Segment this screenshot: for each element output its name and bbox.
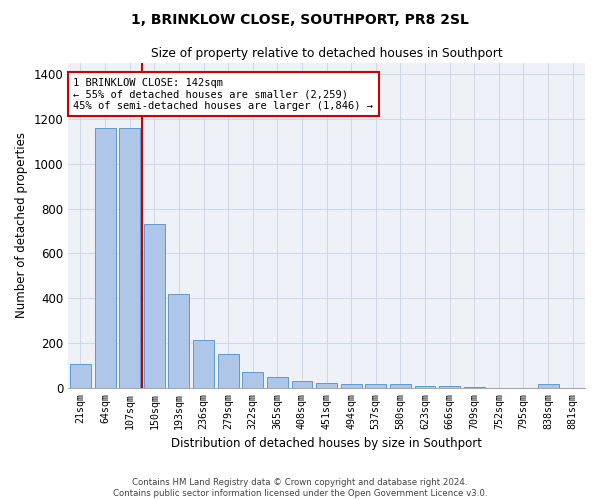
Bar — [439, 386, 460, 388]
Bar — [169, 294, 190, 388]
Text: Contains HM Land Registry data © Crown copyright and database right 2024.
Contai: Contains HM Land Registry data © Crown c… — [113, 478, 487, 498]
Bar — [242, 372, 263, 388]
Y-axis label: Number of detached properties: Number of detached properties — [15, 132, 28, 318]
Bar — [341, 384, 362, 388]
Bar — [95, 128, 116, 388]
Text: 1 BRINKLOW CLOSE: 142sqm
← 55% of detached houses are smaller (2,259)
45% of sem: 1 BRINKLOW CLOSE: 142sqm ← 55% of detach… — [73, 78, 373, 111]
Bar — [390, 384, 411, 388]
Bar — [292, 380, 313, 388]
Bar — [538, 384, 559, 388]
Bar — [144, 224, 165, 388]
Bar — [218, 354, 239, 388]
Bar — [415, 386, 436, 388]
Bar — [119, 128, 140, 388]
Bar — [70, 364, 91, 388]
Text: 1, BRINKLOW CLOSE, SOUTHPORT, PR8 2SL: 1, BRINKLOW CLOSE, SOUTHPORT, PR8 2SL — [131, 12, 469, 26]
Bar — [365, 384, 386, 388]
X-axis label: Distribution of detached houses by size in Southport: Distribution of detached houses by size … — [171, 437, 482, 450]
Bar — [464, 386, 485, 388]
Bar — [193, 340, 214, 388]
Bar — [316, 384, 337, 388]
Title: Size of property relative to detached houses in Southport: Size of property relative to detached ho… — [151, 48, 502, 60]
Bar — [267, 377, 288, 388]
